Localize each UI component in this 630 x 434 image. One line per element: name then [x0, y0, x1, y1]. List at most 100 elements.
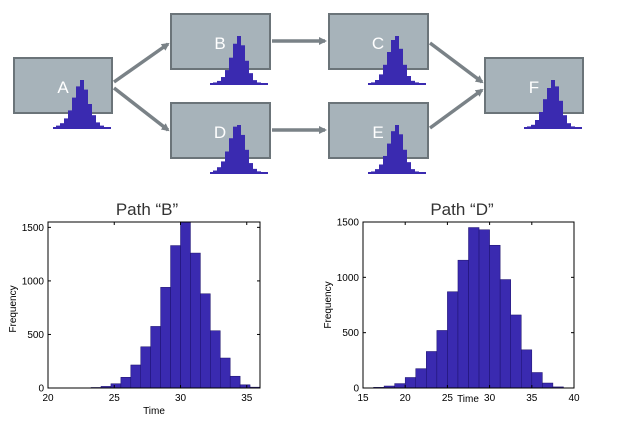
mini-hist-bar [253, 168, 257, 173]
mini-hist-bar [555, 86, 559, 128]
mini-hist-bar [383, 155, 387, 173]
mini-hist-bar [399, 134, 403, 173]
node-f: F [484, 57, 584, 129]
mini-hist-bar [531, 124, 535, 128]
x-tick-label: 20 [400, 393, 412, 404]
histogram-bar [190, 252, 201, 389]
mini-hist-bar [76, 86, 80, 128]
x-tick-label: 40 [568, 393, 580, 404]
axis-ticks: 20 25 30 35 0 500 1000 1500 [22, 222, 260, 404]
y-tick-label: 1500 [337, 218, 360, 229]
mini-hist-bar [245, 149, 249, 173]
histogram-bar [130, 364, 141, 389]
histogram-bar [229, 375, 241, 389]
histogram-bar [140, 346, 151, 389]
histogram-bars [362, 227, 564, 389]
mini-hist-bar [403, 149, 407, 173]
node-label: C [372, 34, 384, 53]
mini-hist-bar [237, 125, 241, 173]
histogram-bar [478, 229, 490, 389]
axis-ticks: 15 20 25 30 35 40 0 500 1000 1500 [337, 218, 580, 405]
y-tick-label: 1000 [337, 273, 360, 284]
plot-frame [47, 221, 261, 389]
mini-histogram [368, 125, 426, 174]
node-label: F [529, 78, 539, 97]
mini-histogram [210, 125, 268, 174]
mini-hist-bar [217, 167, 221, 173]
histogram-bar [404, 377, 417, 389]
mini-hist-bar [375, 169, 379, 173]
y-axis-label: Frequency [8, 285, 19, 332]
y-tick-label: 0 [353, 384, 359, 395]
mini-hist-bar [225, 70, 229, 84]
mini-hist-bar [411, 169, 415, 173]
edge-e-f [428, 88, 484, 130]
mini-hist-bar [221, 77, 225, 84]
node-d: D [170, 102, 271, 174]
mini-hist-bar [237, 36, 241, 84]
mini-hist-bar [100, 125, 104, 128]
chart-title-path-b: Path “B” [116, 200, 179, 219]
mini-hist-bar [217, 80, 221, 84]
histogram-bar [521, 349, 533, 389]
mini-hist-bar [253, 80, 257, 84]
node-box [170, 13, 271, 70]
x-tick-label: 30 [484, 393, 496, 404]
histogram-bar [110, 383, 122, 389]
histogram-bar [499, 279, 511, 389]
mini-hist-bar [249, 163, 253, 173]
mini-hist-bar [387, 143, 391, 173]
mini-hist-bar [221, 161, 225, 173]
mini-hist-bar [241, 134, 245, 173]
mini-hist-bar [547, 88, 551, 128]
mini-hist-bar [551, 80, 555, 128]
y-axis-label: Frequency [323, 281, 334, 328]
node-label: D [214, 123, 226, 142]
histogram-bar [436, 330, 448, 389]
mini-hist-bar [233, 43, 237, 84]
x-tick-label: 35 [526, 393, 538, 404]
mini-hist-bar [559, 100, 563, 128]
node-e: E [328, 102, 429, 174]
flow-diagram: A B C D E F [13, 13, 584, 174]
edge-a-b [112, 42, 170, 84]
node-box [170, 102, 271, 159]
mini-hist-bar [88, 104, 92, 128]
x-tick-label: 35 [241, 393, 253, 404]
histogram-bar [120, 377, 132, 389]
histogram-bar [170, 245, 181, 389]
histogram-path-b: Path “B” 20 25 30 35 0 500 1000 1500 Time Frequ… [8, 200, 261, 417]
chart-title-path-d: Path “D” [430, 200, 494, 219]
mini-hist-bar [245, 60, 249, 84]
mini-hist-bar [411, 80, 415, 84]
mini-hist-bar [383, 64, 387, 84]
x-tick-label: 20 [42, 393, 54, 404]
mini-hist-bar [72, 97, 76, 128]
mini-hist-bar [391, 40, 395, 84]
histogram-bar [210, 330, 221, 389]
mini-hist-bar [241, 45, 245, 84]
mini-hist-bar [395, 36, 399, 84]
mini-hist-bar [407, 76, 411, 84]
mini-hist-bar [225, 151, 229, 173]
node-a: A [13, 57, 113, 129]
histogram-path-d: Path “D” 15 20 25 30 35 40 0 500 1000 1500 Time F… [323, 200, 580, 405]
y-tick-label: 1000 [22, 276, 45, 287]
histogram-bar [150, 326, 161, 389]
mini-hist-bar [60, 123, 64, 128]
mini-hist-bar [68, 110, 72, 128]
edge-c-f [428, 41, 484, 84]
node-c: C [328, 13, 429, 85]
mini-hist-bar [229, 57, 233, 84]
mini-hist-bar [395, 125, 399, 173]
mini-hist-bar [535, 120, 539, 128]
mini-hist-bar [229, 138, 233, 173]
mini-hist-bar [379, 74, 383, 84]
histogram-bar [200, 293, 211, 389]
mini-hist-bar [64, 118, 68, 128]
node-label: A [57, 78, 69, 97]
histogram-bar [457, 259, 469, 389]
node-label: E [372, 123, 383, 142]
node-box [328, 13, 429, 70]
